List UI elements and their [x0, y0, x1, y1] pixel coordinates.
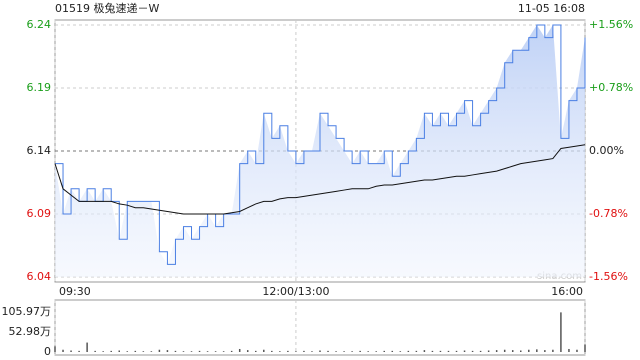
volume-bar: [78, 350, 80, 352]
volume-bar: [174, 350, 177, 352]
volume-bar: [142, 351, 145, 352]
volume-bar: [327, 350, 329, 352]
volume-bar: [463, 350, 466, 352]
volume-bar: [86, 342, 88, 352]
volume-bar: [552, 349, 554, 352]
volume-bar: [479, 350, 482, 352]
volume-bar: [54, 346, 56, 352]
volume-bar: [399, 351, 402, 352]
volume-bar: [343, 351, 345, 352]
y-tick-label: 6.14: [27, 144, 52, 157]
volume-bar: [311, 351, 313, 352]
y-tick-label: 6.09: [27, 207, 52, 220]
volume-bar: [359, 350, 361, 352]
volume-bar: [495, 350, 498, 352]
volume-bar: [126, 351, 129, 352]
volume-bar: [415, 350, 418, 352]
volume-bar: [423, 350, 426, 352]
y2-tick-label: +0.78%: [589, 81, 633, 94]
volume-bar: [335, 351, 337, 352]
volume-bar: [391, 350, 394, 352]
volume-bar: [62, 349, 64, 352]
chart-title: 01519 极兔速递－W: [55, 1, 159, 15]
volume-bar: [439, 350, 442, 352]
volume-bar: [351, 351, 353, 352]
y-tick-label: 0: [44, 345, 51, 358]
volume-bar: [150, 351, 153, 352]
volume-bar: [222, 351, 225, 352]
volume-bar: [158, 349, 161, 352]
volume-bar: [118, 350, 120, 352]
y2-tick-label: +1.56%: [589, 18, 633, 31]
volume-bar: [375, 351, 377, 352]
volume-bar: [246, 350, 249, 352]
volume-bar: [110, 350, 112, 352]
y2-tick-label: -0.78%: [589, 207, 628, 220]
y-tick-label: 6.04: [27, 270, 52, 283]
volume-bar: [134, 350, 137, 352]
volume-bar: [447, 350, 450, 352]
volume-bar: [431, 350, 434, 352]
volume-bar: [471, 350, 474, 352]
volume-bar: [271, 350, 273, 352]
y-tick-label: 52.98万: [9, 325, 52, 338]
volume-bar: [238, 348, 241, 352]
volume-bar: [182, 351, 185, 352]
volume-bar: [279, 351, 281, 352]
volume-bar: [263, 349, 265, 352]
y-tick-label: 6.24: [27, 18, 52, 31]
volume-bar: [568, 348, 570, 352]
x-tick-label: 12:00/13:00: [262, 285, 329, 298]
volume-bar: [560, 312, 562, 352]
volume-bar: [407, 350, 410, 352]
volume-bar: [520, 350, 522, 352]
timestamp: 11-05 16:08: [518, 2, 585, 15]
y-tick-label: 105.97万: [2, 305, 52, 318]
volume-bar: [455, 350, 458, 352]
volume-bar: [94, 350, 96, 352]
price-line: [55, 24, 586, 265]
volume-bar: [166, 350, 169, 352]
volume-bar: [367, 351, 369, 352]
volume-bar: [303, 350, 305, 352]
volume-bar: [503, 349, 506, 352]
volume-bar: [576, 349, 578, 352]
volume-bar: [198, 350, 201, 352]
volume-bar: [295, 351, 297, 352]
x-tick-label: 16:00: [551, 285, 583, 298]
volume-bar: [511, 350, 514, 352]
volume-bar: [287, 350, 289, 352]
volume-bar: [70, 350, 72, 352]
average-line: [54, 144, 586, 215]
volume-bar: [584, 344, 586, 352]
y2-tick-label: 0.00%: [589, 144, 624, 157]
volume-bar: [255, 350, 257, 352]
volume-bar: [383, 350, 385, 352]
volume-bar: [528, 349, 530, 352]
volume-bar: [319, 350, 321, 352]
volume-bar: [214, 351, 217, 352]
y2-tick-label: -1.56%: [589, 270, 628, 283]
volume-bar: [230, 350, 233, 352]
y-tick-label: 6.19: [27, 81, 52, 94]
volume-bar: [102, 351, 104, 352]
volume-bar: [190, 351, 193, 352]
volume-bar: [487, 350, 490, 352]
volume-bar: [536, 349, 538, 352]
volume-bar: [544, 350, 546, 352]
volume-bar: [206, 351, 209, 352]
volume-frame: [54, 299, 586, 356]
x-tick-label: 09:30: [59, 285, 91, 298]
